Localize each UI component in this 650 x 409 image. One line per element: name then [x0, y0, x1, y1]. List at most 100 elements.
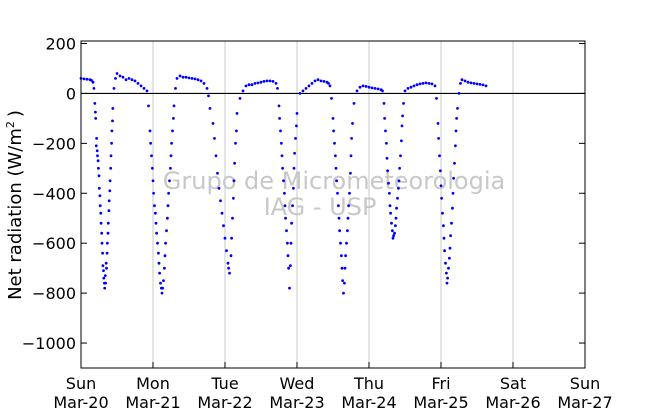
x-tick-label-day: Wed: [280, 374, 315, 393]
data-point: [334, 166, 338, 170]
data-point: [335, 179, 338, 183]
data-point: [301, 89, 305, 93]
data-point: [283, 204, 287, 208]
data-point: [108, 179, 112, 183]
data-point: [457, 92, 461, 95]
data-point: [409, 85, 413, 89]
data-point: [157, 261, 161, 265]
y-tick-label: −600: [32, 234, 76, 253]
data-point: [344, 254, 347, 258]
data-point: [95, 149, 99, 153]
data-point: [153, 204, 156, 208]
data-point: [149, 141, 153, 145]
data-point: [124, 78, 128, 82]
data-point: [265, 79, 269, 83]
data-point: [351, 122, 354, 125]
data-point: [105, 266, 108, 270]
data-point: [451, 206, 454, 210]
x-tick-label-date: Mar-20: [53, 393, 108, 409]
data-point: [111, 119, 114, 123]
data-point: [158, 271, 162, 275]
y-axis-title-text: Net radiation (W/m: [5, 128, 26, 300]
data-point: [233, 161, 237, 165]
data-point: [280, 154, 284, 158]
data-point: [274, 82, 278, 85]
data-point: [223, 236, 227, 240]
data-point: [454, 129, 458, 133]
y-axis-title-superscript: 2: [4, 121, 17, 128]
data-point: [85, 77, 89, 81]
data-point: [148, 129, 152, 133]
data-point: [114, 77, 117, 80]
data-point: [106, 221, 110, 225]
data-point: [386, 169, 389, 173]
data-point: [392, 234, 395, 238]
data-point: [130, 78, 134, 82]
data-point: [207, 94, 210, 98]
data-point: [205, 87, 209, 90]
data-point: [163, 254, 167, 258]
data-point: [227, 266, 231, 270]
y-tick-label: −1000: [22, 334, 76, 353]
data-point: [346, 229, 349, 233]
data-point: [168, 179, 171, 183]
data-point: [294, 137, 297, 140]
data-point: [343, 266, 347, 270]
data-point: [322, 80, 326, 83]
data-point: [478, 83, 482, 86]
data-point: [276, 87, 279, 90]
x-tick-label-date: Mar-23: [269, 393, 324, 409]
data-point: [348, 191, 351, 195]
y-tick-label: 0: [66, 84, 76, 103]
data-point: [241, 89, 245, 93]
data-point: [155, 231, 159, 235]
data-point: [334, 154, 337, 158]
data-point: [287, 266, 290, 270]
data-point: [339, 241, 342, 245]
data-point: [178, 74, 182, 78]
x-tick-label-day: Sat: [500, 374, 526, 393]
data-point: [147, 104, 150, 108]
data-point: [271, 80, 275, 83]
data-point: [338, 229, 341, 233]
data-point: [279, 129, 282, 133]
data-point: [384, 129, 387, 133]
data-point: [226, 261, 230, 265]
x-tick-label-date: Mar-25: [413, 393, 468, 409]
data-point: [381, 89, 384, 93]
data-point: [110, 129, 114, 133]
data-point: [208, 107, 212, 110]
data-point: [92, 87, 96, 90]
data-point: [466, 80, 470, 84]
data-point: [396, 196, 399, 200]
data-point: [460, 78, 464, 82]
data-point: [340, 266, 344, 270]
data-point: [415, 83, 419, 87]
data-point: [99, 221, 103, 225]
data-point: [389, 211, 392, 215]
data-point: [268, 79, 272, 83]
data-point: [217, 186, 221, 190]
data-point: [295, 112, 299, 115]
data-point: [235, 112, 239, 115]
data-point: [443, 249, 446, 253]
data-point: [169, 154, 173, 158]
data-point: [259, 80, 263, 84]
data-point: [109, 154, 113, 158]
data-point: [358, 85, 362, 89]
data-point: [398, 166, 401, 170]
data-point: [91, 80, 95, 84]
data-point: [337, 204, 340, 208]
data-point: [430, 82, 434, 86]
data-point: [451, 191, 455, 195]
y-axis-title-close: ): [5, 110, 26, 117]
data-point: [448, 246, 452, 250]
data-point: [397, 186, 400, 190]
data-point: [231, 216, 234, 220]
y-tick-label: −200: [32, 134, 76, 153]
data-point: [235, 129, 238, 133]
data-point: [327, 82, 330, 85]
data-point: [346, 216, 350, 220]
x-tick-label-date: Mar-22: [197, 393, 252, 409]
